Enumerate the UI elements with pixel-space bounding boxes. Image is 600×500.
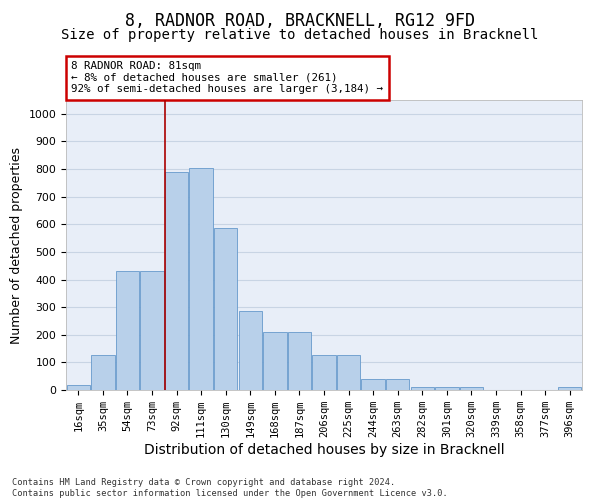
- Bar: [165, 172, 188, 390]
- Bar: [214, 228, 238, 390]
- Bar: [410, 386, 434, 390]
- Bar: [67, 385, 90, 390]
- Bar: [337, 356, 360, 390]
- Text: Contains HM Land Registry data © Crown copyright and database right 2024.
Contai: Contains HM Land Registry data © Crown c…: [12, 478, 448, 498]
- Bar: [386, 379, 409, 390]
- Bar: [91, 356, 115, 390]
- Bar: [140, 271, 164, 390]
- Bar: [361, 379, 385, 390]
- Bar: [263, 332, 287, 390]
- Bar: [190, 168, 213, 390]
- Bar: [558, 387, 581, 390]
- Text: 8 RADNOR ROAD: 81sqm
← 8% of detached houses are smaller (261)
92% of semi-detac: 8 RADNOR ROAD: 81sqm ← 8% of detached ho…: [71, 61, 383, 94]
- Bar: [116, 271, 139, 390]
- X-axis label: Distribution of detached houses by size in Bracknell: Distribution of detached houses by size …: [143, 443, 505, 457]
- Text: 8, RADNOR ROAD, BRACKNELL, RG12 9FD: 8, RADNOR ROAD, BRACKNELL, RG12 9FD: [125, 12, 475, 30]
- Bar: [460, 387, 483, 390]
- Bar: [313, 356, 335, 390]
- Text: Size of property relative to detached houses in Bracknell: Size of property relative to detached ho…: [61, 28, 539, 42]
- Bar: [288, 332, 311, 390]
- Y-axis label: Number of detached properties: Number of detached properties: [10, 146, 23, 344]
- Bar: [239, 312, 262, 390]
- Bar: [435, 387, 458, 390]
